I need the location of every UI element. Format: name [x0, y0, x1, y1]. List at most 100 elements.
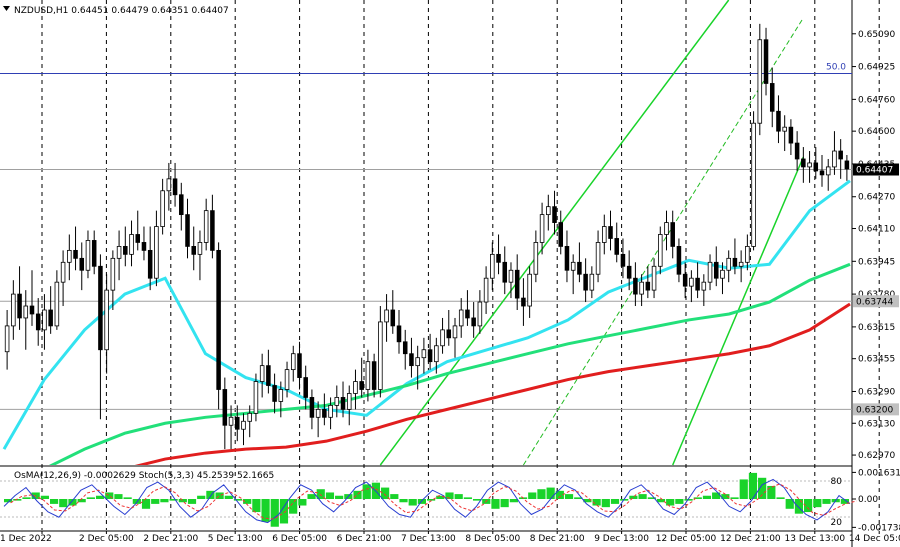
candle [570, 254, 576, 295]
candle-body [415, 357, 420, 367]
osma-bar [776, 497, 785, 499]
osma-bar [794, 499, 804, 514]
candle [67, 234, 72, 281]
stoch-level-20-label: 20 [831, 518, 843, 528]
candle-body [801, 158, 806, 168]
candle-body [769, 83, 775, 112]
osma-bar [555, 490, 564, 499]
candle [527, 266, 532, 318]
candle-body [664, 222, 669, 235]
candle-body [365, 361, 371, 390]
osma-bar [261, 499, 270, 522]
candle-body [440, 329, 445, 347]
candle-body [185, 214, 190, 247]
candle [713, 246, 719, 287]
price-label: 0.64760 [858, 95, 895, 105]
osma-bar [13, 499, 22, 501]
osma-bar [528, 492, 537, 499]
candle-body [583, 273, 588, 291]
price-label: 0.63615 [858, 323, 895, 333]
candle [166, 162, 172, 211]
candle [396, 310, 402, 354]
candle-body [813, 162, 819, 172]
price-level-box [853, 295, 899, 308]
candle-body [135, 234, 141, 243]
candle-body [458, 309, 464, 327]
candle [210, 194, 215, 259]
candle-body [284, 369, 290, 390]
candle [185, 198, 190, 259]
candle-body [402, 341, 408, 355]
candle [191, 226, 196, 271]
candle [577, 242, 582, 283]
osc-tick-label: -0.001738 [858, 523, 900, 533]
candle [483, 266, 489, 314]
osma-bar [160, 499, 169, 503]
price-level-box [853, 403, 899, 416]
candle-body [409, 353, 414, 367]
candle [48, 286, 53, 334]
candle [54, 270, 60, 330]
osma-bar [491, 499, 500, 509]
candle [689, 270, 694, 303]
candle-body [160, 190, 165, 227]
candle-body [452, 325, 458, 339]
candle-body [564, 246, 570, 271]
candle-body [315, 408, 321, 418]
candle [813, 147, 819, 179]
candle-body [116, 246, 122, 259]
osma-bar [840, 499, 849, 504]
candle [123, 226, 128, 267]
candle-body [359, 381, 364, 390]
osma-bar [206, 490, 215, 499]
candle-body [353, 381, 358, 394]
candle [745, 234, 750, 271]
candle [427, 333, 433, 370]
collapse-triangle-icon[interactable] [3, 6, 10, 11]
candle [763, 27, 769, 96]
osma-bar [316, 489, 325, 499]
candle [782, 115, 787, 152]
candle [353, 369, 358, 410]
candle [290, 345, 296, 382]
time-label: 1 Dec 2022 [0, 534, 52, 544]
candle-body [589, 273, 595, 291]
moving-average-line [134, 302, 851, 465]
candle [85, 230, 91, 279]
candle-body [346, 393, 352, 410]
candle-body [309, 397, 315, 418]
oscillator-header: OsMA(12,26,9) -0.0002629 Stoch(5,3,3) 45… [14, 471, 274, 481]
candle-body [228, 416, 234, 426]
candle [315, 401, 321, 438]
candle [272, 373, 277, 414]
candle [496, 234, 501, 275]
candle-body [832, 150, 837, 168]
osma-bar [546, 487, 555, 499]
candle-body [4, 325, 10, 353]
candle [11, 280, 16, 340]
candle [129, 220, 134, 267]
osma-bar [500, 499, 509, 508]
candle [602, 214, 607, 255]
osma-bar [712, 492, 721, 499]
candle [35, 298, 41, 346]
candle [558, 210, 564, 255]
candle [346, 385, 352, 426]
candle-body [29, 305, 35, 315]
candle [222, 377, 228, 450]
candle-body [639, 281, 644, 295]
candle-body [558, 222, 564, 247]
osma-bar [4, 499, 13, 503]
price-axis: 0.650900.649250.647600.646000.644350.642… [852, 30, 900, 533]
candle-body [707, 261, 713, 283]
osma-bar [693, 497, 702, 499]
osma-bar [758, 477, 767, 499]
osma-bar [767, 485, 776, 499]
candle-body [384, 309, 389, 323]
time-label: 6 Dec 05:00 [272, 534, 327, 544]
candle-body [595, 242, 601, 275]
last-price-box [853, 163, 899, 176]
candle-body [272, 385, 277, 402]
candle-body [701, 281, 707, 291]
stoch-main-line [3, 478, 851, 524]
